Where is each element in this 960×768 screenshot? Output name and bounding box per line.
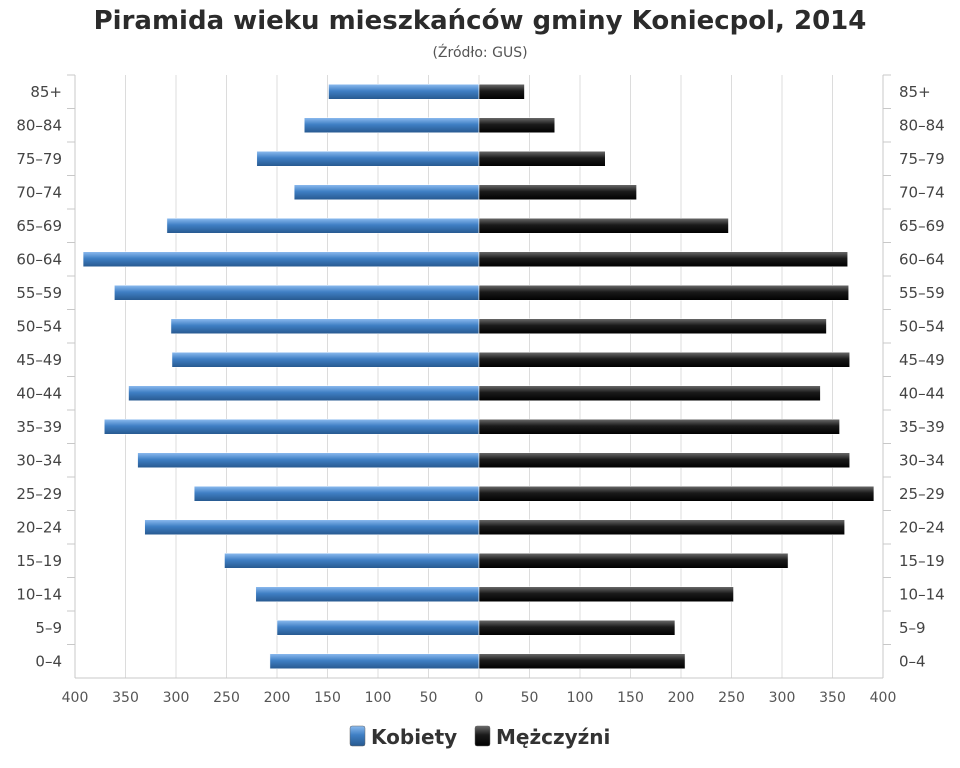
bar-mezczyzni[interactable]	[478, 419, 840, 435]
x-tick-label: 200	[668, 690, 695, 706]
bar-kobiety[interactable]	[293, 184, 480, 200]
bar-kobiety[interactable]	[128, 385, 480, 401]
bar-kobiety[interactable]	[137, 452, 480, 468]
bar-kobiety[interactable]	[269, 653, 480, 669]
bar-mezczyzni[interactable]	[478, 553, 789, 569]
category-label-right: 10–14	[899, 585, 945, 603]
bar-mezczyzni[interactable]	[478, 486, 875, 502]
category-label-left: 70–74	[16, 183, 62, 201]
bar-mezczyzni[interactable]	[478, 620, 676, 636]
bar-kobiety[interactable]	[193, 486, 480, 502]
category-label-right: 55–59	[899, 284, 945, 302]
bar-kobiety[interactable]	[104, 419, 480, 435]
chart-subtitle: (Źródło: GUS)	[432, 45, 528, 61]
x-tick-label: 350	[112, 690, 139, 706]
category-label-left: 80–84	[16, 116, 62, 134]
x-tick-label: 100	[365, 690, 392, 706]
category-label-right: 70–74	[899, 183, 945, 201]
x-tick-label: 300	[769, 690, 796, 706]
category-label-right: 30–34	[899, 451, 945, 469]
bar-kobiety[interactable]	[256, 151, 480, 167]
x-tick-label: 100	[567, 690, 594, 706]
x-tick-label: 50	[420, 690, 438, 706]
x-tick-label: 200	[264, 690, 291, 706]
category-label-right: 85+	[899, 83, 931, 101]
category-label-left: 35–39	[16, 418, 62, 436]
category-label-right: 25–29	[899, 485, 945, 503]
category-label-left: 20–24	[16, 518, 62, 536]
category-label-right: 75–79	[899, 150, 945, 168]
category-label-left: 15–19	[16, 552, 62, 570]
chart-title: Piramida wieku mieszkańców gminy Koniecp…	[93, 6, 867, 36]
bar-mezczyzni[interactable]	[478, 653, 686, 669]
bar-mezczyzni[interactable]	[478, 84, 525, 100]
x-tick-label: 50	[521, 690, 539, 706]
bar-mezczyzni[interactable]	[478, 519, 845, 535]
category-label-left: 75–79	[16, 150, 62, 168]
category-label-left: 30–34	[16, 451, 62, 469]
category-label-left: 65–69	[16, 217, 62, 235]
category-label-left: 40–44	[16, 384, 62, 402]
legend-swatch-mezczyzni[interactable]	[474, 725, 491, 747]
category-label-left: 5–9	[35, 619, 62, 637]
category-label-right: 45–49	[899, 351, 945, 369]
bar-kobiety[interactable]	[304, 117, 480, 133]
category-label-right: 60–64	[899, 250, 945, 268]
bar-kobiety[interactable]	[144, 519, 480, 535]
x-tick-label: 350	[819, 690, 846, 706]
bar-kobiety[interactable]	[170, 318, 480, 334]
category-label-left: 60–64	[16, 250, 62, 268]
category-label-right: 20–24	[899, 518, 945, 536]
bar-kobiety[interactable]	[114, 285, 480, 301]
category-label-left: 0–4	[35, 652, 62, 670]
bar-mezczyzni[interactable]	[478, 117, 555, 133]
category-label-right: 80–84	[899, 116, 945, 134]
x-tick-label: 250	[213, 690, 240, 706]
x-tick-label: 150	[617, 690, 644, 706]
bar-mezczyzni[interactable]	[478, 385, 821, 401]
bar-mezczyzni[interactable]	[478, 352, 850, 368]
legend-label-mezczyzni[interactable]: Mężczyźni	[496, 725, 610, 749]
category-label-right: 5–9	[899, 619, 926, 637]
category-label-right: 65–69	[899, 217, 945, 235]
category-label-right: 15–19	[899, 552, 945, 570]
bar-kobiety[interactable]	[82, 251, 480, 267]
category-label-right: 0–4	[899, 652, 926, 670]
bar-kobiety[interactable]	[171, 352, 480, 368]
bar-kobiety[interactable]	[276, 620, 480, 636]
bar-mezczyzni[interactable]	[478, 151, 606, 167]
bar-kobiety[interactable]	[166, 218, 480, 234]
bar-mezczyzni[interactable]	[478, 318, 827, 334]
legend-swatch-kobiety[interactable]	[349, 725, 366, 747]
bar-kobiety[interactable]	[255, 586, 480, 602]
bar-mezczyzni[interactable]	[478, 586, 734, 602]
bar-kobiety[interactable]	[328, 84, 480, 100]
category-label-right: 35–39	[899, 418, 945, 436]
x-tick-label: 250	[718, 690, 745, 706]
category-label-left: 25–29	[16, 485, 62, 503]
x-tick-label: 400	[62, 690, 89, 706]
legend-label-kobiety[interactable]: Kobiety	[371, 725, 457, 749]
x-tick-label: 400	[870, 690, 897, 706]
bar-mezczyzni[interactable]	[478, 251, 848, 267]
category-label-right: 50–54	[899, 317, 945, 335]
bar-kobiety[interactable]	[224, 553, 480, 569]
bar-mezczyzni[interactable]	[478, 184, 637, 200]
category-label-left: 10–14	[16, 585, 62, 603]
bar-mezczyzni[interactable]	[478, 285, 849, 301]
category-label-left: 50–54	[16, 317, 62, 335]
bar-mezczyzni[interactable]	[478, 218, 729, 234]
category-label-right: 40–44	[899, 384, 945, 402]
category-label-left: 55–59	[16, 284, 62, 302]
category-label-left: 45–49	[16, 351, 62, 369]
bar-mezczyzni[interactable]	[478, 452, 850, 468]
x-tick-label: 300	[163, 690, 190, 706]
x-tick-label: 0	[475, 690, 484, 706]
x-tick-label: 150	[314, 690, 341, 706]
category-label-left: 85+	[30, 83, 62, 101]
